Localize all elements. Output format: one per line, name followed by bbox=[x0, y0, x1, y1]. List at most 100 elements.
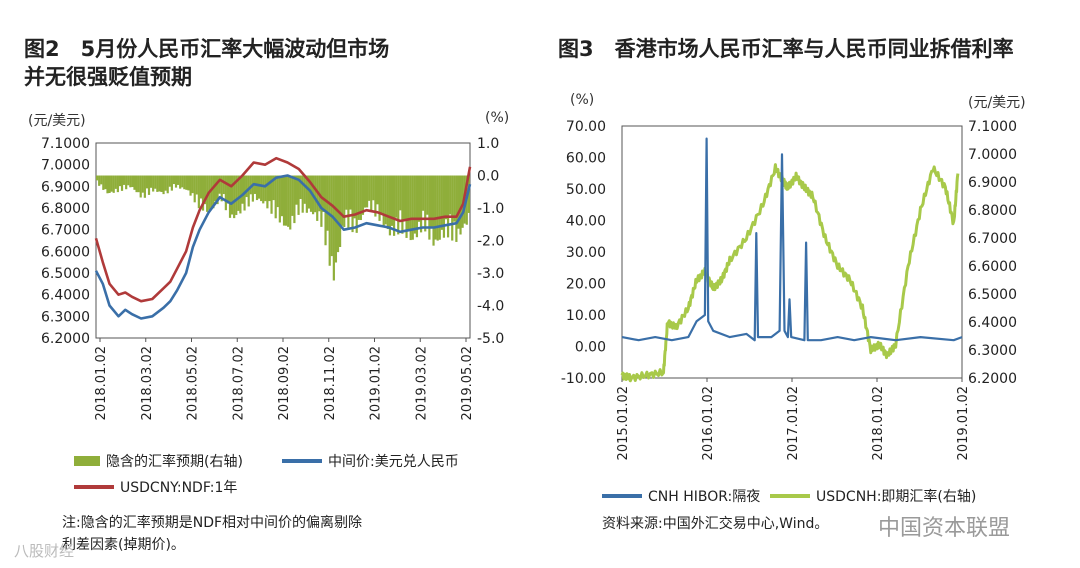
implied-bar bbox=[365, 175, 369, 208]
implied-bar bbox=[185, 175, 188, 190]
left-note-line2: 利差因素(掉期价)。 bbox=[62, 537, 185, 553]
implied-bar bbox=[264, 175, 267, 202]
right-chart-right-y-tick: 6.6000 bbox=[968, 259, 1017, 275]
implied-bar bbox=[212, 175, 215, 209]
right-chart-left-y-tick: 60.00 bbox=[566, 151, 606, 167]
x-tick-label: 2018.05.02 bbox=[186, 346, 201, 420]
implied-bar bbox=[432, 175, 435, 246]
implied-bar bbox=[314, 175, 317, 213]
left-chart-title-line1: 图2 5月份人民币汇率大幅波动但市场 bbox=[24, 37, 390, 61]
implied-bar bbox=[129, 175, 132, 188]
implied-bar bbox=[145, 175, 149, 189]
implied-bar bbox=[345, 175, 348, 210]
implied-bar bbox=[305, 175, 308, 213]
left-y-tick-label: 6.2000 bbox=[41, 331, 90, 347]
implied-bar bbox=[405, 175, 408, 238]
implied-bar bbox=[214, 175, 217, 202]
implied-bar bbox=[415, 175, 419, 238]
implied-bar bbox=[401, 175, 404, 234]
implied-bar bbox=[347, 175, 350, 228]
left-y-tick-label: 7.0000 bbox=[41, 158, 90, 174]
implied-bar bbox=[199, 175, 203, 199]
implied-bar bbox=[268, 175, 271, 202]
implied-bar bbox=[422, 175, 425, 211]
implied-bar bbox=[222, 175, 225, 195]
implied-bar bbox=[181, 175, 184, 188]
implied-bar bbox=[220, 175, 223, 202]
implied-bar bbox=[370, 175, 373, 212]
implied-bar bbox=[440, 175, 443, 230]
right-chart-left-y-tick: 0.00 bbox=[575, 340, 606, 356]
implied-bar bbox=[122, 175, 126, 185]
right-chart-panel: 图3 香港市场人民币汇率与人民币同业拆借利率 (%) (元/美元) -10.00… bbox=[540, 0, 1080, 568]
implied-bar bbox=[274, 175, 277, 219]
implied-bar bbox=[262, 175, 265, 204]
implied-bar bbox=[210, 175, 213, 209]
usdcnh-line bbox=[620, 163, 960, 383]
implied-bar bbox=[436, 175, 439, 241]
legend-usdcnh-label: USDCNH:即期汇率(右轴) bbox=[816, 489, 977, 505]
x-tick-label: 2018.11.02 bbox=[323, 346, 338, 420]
implied-bar bbox=[403, 175, 406, 220]
implied-bar bbox=[96, 175, 99, 181]
implied-bar bbox=[299, 175, 302, 200]
right-y-tick-label: 1.0 bbox=[477, 136, 499, 152]
implied-bar bbox=[434, 175, 437, 240]
implied-bar bbox=[176, 175, 180, 185]
legend-central-swatch bbox=[282, 459, 322, 463]
legend-hibor: CNH HIBOR:隔夜 bbox=[602, 486, 760, 506]
implied-bar bbox=[249, 175, 252, 195]
implied-bar bbox=[351, 175, 354, 233]
implied-bar bbox=[233, 175, 236, 219]
implied-bar bbox=[376, 175, 379, 205]
implied-bar bbox=[118, 175, 122, 187]
implied-bar bbox=[257, 175, 261, 199]
implied-bar bbox=[444, 175, 448, 220]
implied-bar bbox=[230, 175, 234, 215]
left-y-tick-label: 7.1000 bbox=[41, 136, 90, 152]
implied-bar bbox=[378, 175, 381, 221]
right-chart-right-unit: (元/美元) bbox=[968, 95, 1026, 111]
implied-bar bbox=[349, 175, 352, 210]
legend-hibor-label: CNH HIBOR:隔夜 bbox=[648, 489, 761, 505]
implied-bar bbox=[384, 175, 387, 225]
implied-bar bbox=[355, 175, 358, 233]
implied-bar bbox=[137, 175, 140, 193]
implied-bar bbox=[143, 175, 146, 198]
right-chart-right-y-tick: 6.4000 bbox=[968, 315, 1017, 331]
right-chart-right-y-tick: 6.7000 bbox=[968, 231, 1017, 247]
implied-bar bbox=[332, 175, 335, 281]
left-y-tick-label: 6.9000 bbox=[41, 179, 90, 195]
ndf-line bbox=[94, 156, 472, 303]
implied-bar bbox=[127, 175, 130, 186]
right-y-tick-label: -4.0 bbox=[477, 299, 504, 315]
right-chart-right-y-tick: 7.0000 bbox=[968, 147, 1017, 163]
implied-bar bbox=[135, 175, 138, 193]
implied-bar bbox=[195, 175, 198, 195]
implied-bar bbox=[426, 175, 429, 215]
implied-bar bbox=[183, 175, 186, 190]
right-y-tick-label: -1.0 bbox=[477, 201, 504, 217]
left-y-tick-label: 6.7000 bbox=[41, 223, 90, 239]
right-chart-left-unit: (%) bbox=[570, 92, 595, 108]
implied-bar bbox=[295, 175, 298, 205]
legend-ndf-swatch bbox=[74, 485, 114, 489]
right-chart-left-y-tick: -10.00 bbox=[561, 371, 606, 387]
left-chart-panel: 图2 5月份人民币汇率大幅波动但市场 并无很强贬值预期 (元/美元) (%) 6… bbox=[14, 37, 509, 560]
implied-bar bbox=[438, 175, 441, 240]
implied-bar bbox=[156, 175, 159, 192]
left-chart-svg: 6.2000 6.3000 6.4000 6.5000 6.6000 6.7000 6.80… bbox=[41, 136, 504, 420]
implied-bar bbox=[397, 175, 400, 235]
right-chart-left-y-tick: 70.00 bbox=[566, 119, 606, 135]
implied-bar bbox=[170, 175, 173, 191]
implied-bar bbox=[419, 175, 423, 233]
right-chart-right-y-tick: 6.5000 bbox=[968, 287, 1017, 303]
implied-bar bbox=[303, 175, 306, 204]
right-chart-left-y-tick: 50.00 bbox=[566, 182, 606, 198]
implied-bar bbox=[338, 175, 342, 248]
implied-bar bbox=[282, 175, 286, 226]
implied-bar bbox=[245, 175, 248, 198]
implied-bar bbox=[251, 175, 254, 202]
implied-bar bbox=[459, 175, 462, 235]
implied-bar bbox=[216, 175, 219, 205]
